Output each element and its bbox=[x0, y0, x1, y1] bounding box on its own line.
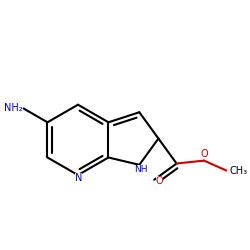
Text: O: O bbox=[200, 149, 208, 159]
Text: CH₃: CH₃ bbox=[229, 166, 247, 175]
Text: NH: NH bbox=[134, 165, 148, 174]
Text: NH₂: NH₂ bbox=[4, 104, 22, 114]
Text: N: N bbox=[75, 173, 82, 183]
Text: O: O bbox=[156, 176, 163, 186]
